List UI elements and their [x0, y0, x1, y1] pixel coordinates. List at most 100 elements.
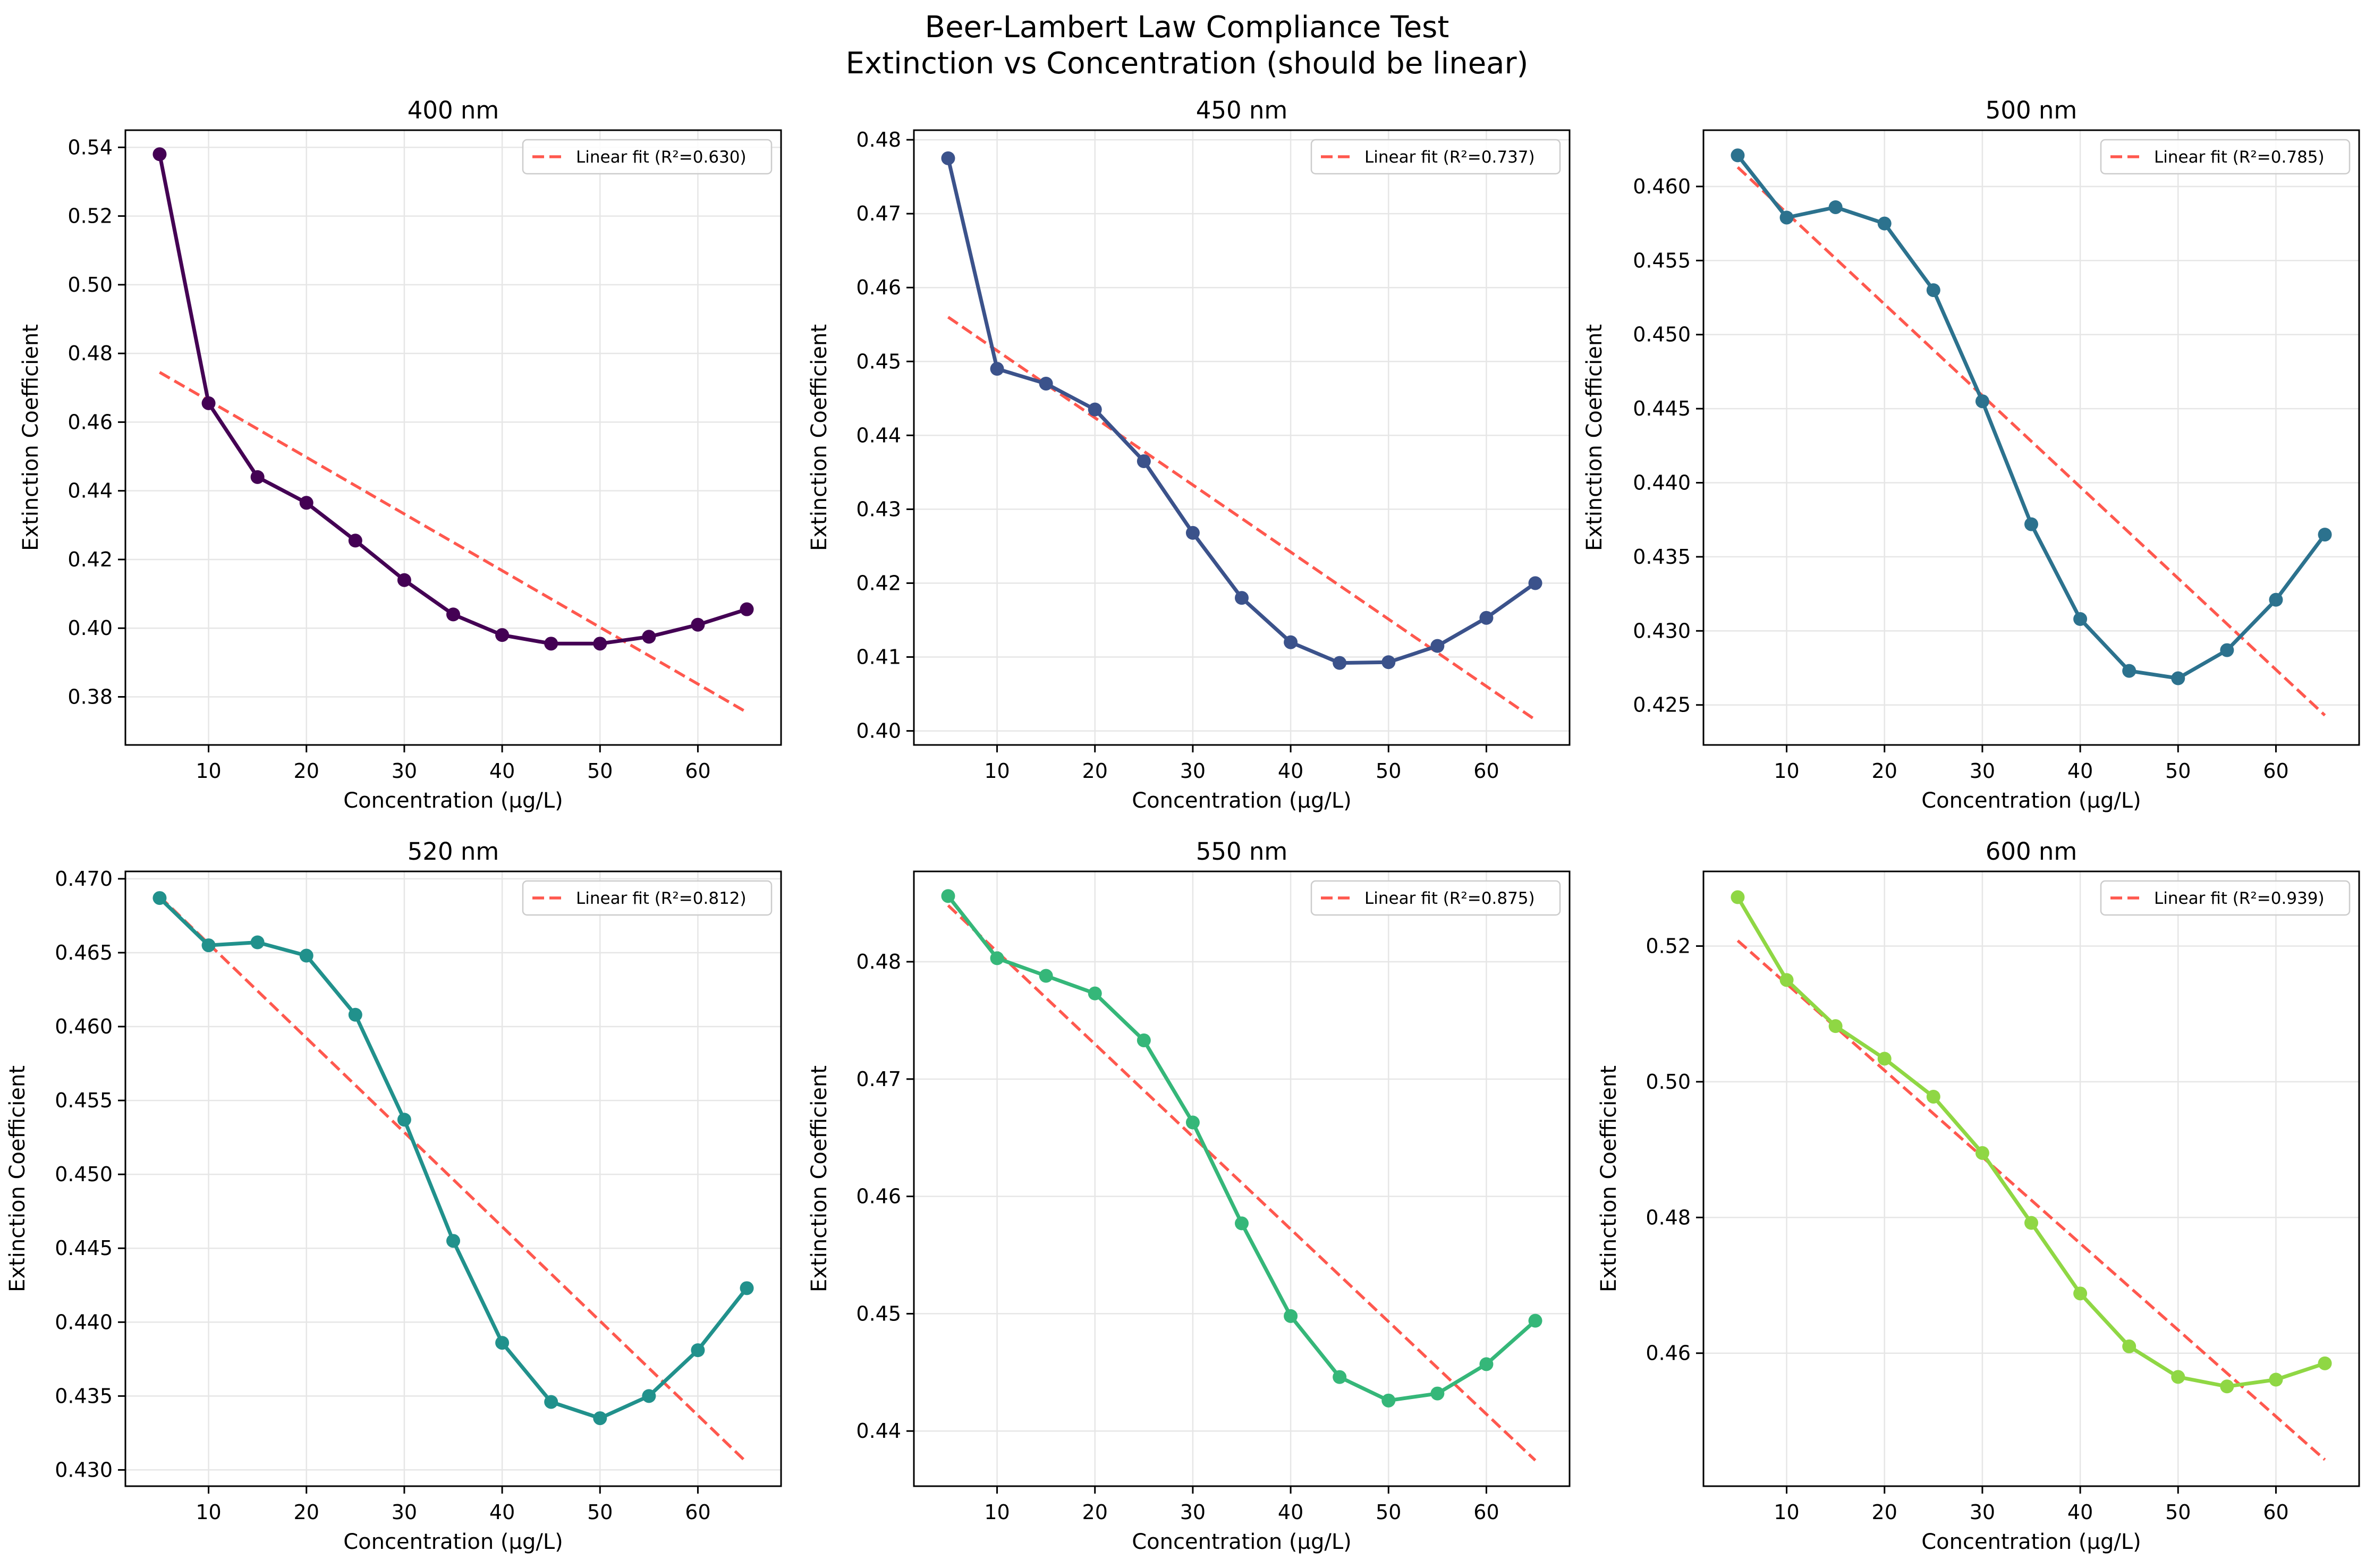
y-tick-label: 0.52: [1646, 934, 1691, 957]
legend-label: Linear fit (R²=0.630): [576, 148, 747, 167]
data-point: [941, 151, 955, 165]
data-point: [2024, 517, 2038, 531]
legend: Linear fit (R²=0.785): [2100, 139, 2351, 175]
data-point: [201, 396, 216, 410]
data-point: [1479, 611, 1494, 625]
linear-fit-line: [1736, 166, 2326, 717]
legend-box: [2100, 880, 2351, 916]
x-tick-label: 20: [1872, 759, 1897, 783]
y-tick-label: 0.47: [856, 1067, 901, 1091]
data-point: [446, 1234, 460, 1248]
subplots-container: 10 20 30 40 50 60 0.38 0.40 0.42 0.44 0.46 0.48 0.50…: [5, 96, 2360, 1554]
linear-fit-line: [947, 904, 1537, 1462]
y-tick-label: 0.40: [856, 719, 901, 743]
legend: Linear fit (R²=0.875): [1310, 880, 1561, 916]
y-tick-label: 0.455: [55, 1089, 113, 1112]
x-tick-label: 30: [1180, 1501, 1206, 1524]
y-tick-label: 0.45: [856, 350, 901, 373]
data-point: [2122, 1339, 2136, 1353]
x-tick-label: 30: [392, 759, 417, 783]
legend: Linear fit (R²=0.737): [1310, 139, 1561, 175]
y-tick-label: 0.470: [55, 867, 113, 891]
y-tick-label: 0.43: [856, 497, 901, 521]
y-tick-label: 0.52: [67, 205, 113, 228]
data-point: [1731, 890, 1745, 904]
x-tick-label: 30: [1970, 759, 1995, 783]
y-tick-label: 0.435: [1633, 545, 1691, 569]
y-tick-label: 0.425: [1633, 693, 1691, 717]
data-point: [2220, 643, 2234, 657]
y-axis-label: Extinction Coefficient: [5, 1065, 30, 1292]
legend-box: [2100, 139, 2351, 175]
data-point: [941, 889, 955, 903]
subplot-title: 520 nm: [408, 837, 499, 866]
data-point: [691, 1343, 705, 1358]
axes-frame: [124, 870, 782, 1487]
x-axis-label: Concentration (μg/L): [343, 1530, 563, 1554]
y-axis-label: Extinction Coefficient: [807, 324, 832, 551]
y-tick-label: 0.445: [1633, 397, 1691, 420]
x-tick-label: 40: [2067, 759, 2093, 783]
y-tick-label: 0.450: [1633, 323, 1691, 346]
data-point: [250, 470, 265, 484]
x-tick-label: 10: [1774, 1501, 1799, 1524]
subplot-500-nm: 10 20 30 40 50 60 0.425 0.430 0.435 0.440 0.445 0.4…: [1582, 96, 2360, 813]
data-point: [1479, 1357, 1494, 1371]
y-tick-label: 0.50: [67, 273, 113, 296]
legend-label: Linear fit (R²=0.812): [576, 889, 747, 908]
x-tick-label: 30: [1970, 1501, 1995, 1524]
y-tick-label: 0.50: [1646, 1070, 1691, 1094]
data-point: [1926, 1089, 1940, 1104]
x-tick-label: 40: [1278, 759, 1303, 783]
data-point: [1333, 656, 1347, 670]
data-point: [1528, 1313, 1542, 1328]
data-point: [1975, 394, 1989, 409]
x-tick-label: 40: [1278, 1501, 1303, 1524]
y-tick-label: 0.44: [856, 1419, 901, 1443]
data-point: [1528, 576, 1542, 590]
x-axis-label: Concentration (μg/L): [1132, 789, 1352, 813]
subplot-400-nm: 10 20 30 40 50 60 0.38 0.40 0.42 0.44 0.46 0.48 0.50…: [19, 96, 782, 813]
data-point: [593, 1411, 607, 1426]
x-tick-label: 50: [587, 1501, 613, 1524]
x-axis-label: Concentration (μg/L): [343, 789, 563, 813]
y-tick-label: 0.430: [55, 1458, 113, 1481]
x-tick-label: 20: [294, 759, 319, 783]
x-tick-label: 30: [392, 1501, 417, 1524]
axes-frame: [913, 870, 1571, 1487]
data-point: [1088, 986, 1102, 1001]
data-point: [593, 637, 607, 651]
y-tick-label: 0.440: [1633, 471, 1691, 495]
y-tick-label: 0.54: [67, 135, 113, 159]
data-point: [990, 951, 1004, 965]
figure-title-line1: Beer-Lambert Law Compliance Test: [925, 10, 1449, 45]
x-tick-label: 50: [2165, 1501, 2191, 1524]
x-tick-label: 20: [1082, 1501, 1108, 1524]
data-point: [1185, 526, 1200, 540]
y-tick-label: 0.440: [55, 1310, 113, 1334]
x-tick-label: 40: [2067, 1501, 2093, 1524]
data-point: [642, 630, 656, 644]
x-tick-label: 60: [1473, 1501, 1499, 1524]
data-point: [152, 891, 167, 905]
y-axis-label: Extinction Coefficient: [807, 1065, 832, 1292]
y-axis-label: Extinction Coefficient: [1582, 324, 1607, 551]
x-axis-label: Concentration (μg/L): [1921, 1530, 2141, 1554]
x-tick-label: 50: [1376, 1501, 1401, 1524]
y-tick-label: 0.460: [1633, 175, 1691, 198]
y-tick-label: 0.48: [1646, 1206, 1691, 1229]
data-point: [1333, 1370, 1347, 1384]
axes-frame: [1702, 870, 2360, 1487]
data-point: [2073, 612, 2088, 626]
data-point: [1039, 376, 1053, 391]
x-tick-label: 20: [294, 1501, 319, 1524]
y-tick-label: 0.44: [856, 423, 901, 447]
y-tick-label: 0.42: [856, 571, 901, 595]
axes-frame: [1702, 129, 2360, 746]
legend-label: Linear fit (R²=0.939): [2154, 889, 2325, 908]
y-tick-label: 0.455: [1633, 249, 1691, 272]
y-tick-label: 0.46: [1646, 1342, 1691, 1365]
subplot-550-nm: 10 20 30 40 50 60 0.44 0.45 0.46 0.47 0.48 550 nm Co…: [807, 837, 1571, 1554]
data-point: [1088, 402, 1102, 417]
legend-label: Linear fit (R²=0.875): [1364, 889, 1535, 908]
